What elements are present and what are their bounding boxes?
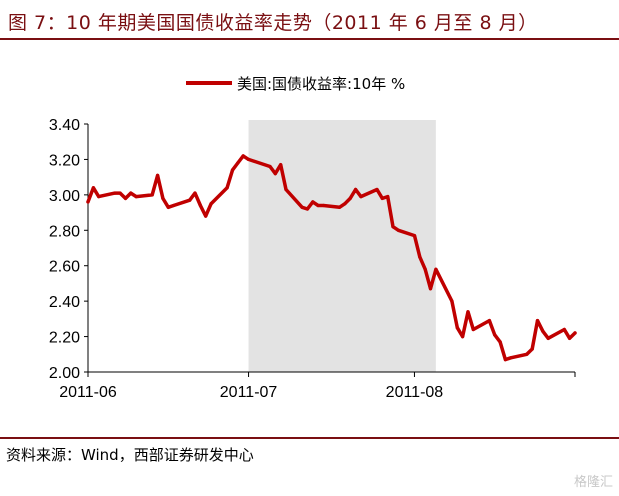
- data-point: [562, 327, 566, 332]
- data-point: [541, 329, 545, 333]
- shaded-region: [248, 120, 436, 372]
- data-point: [535, 319, 540, 323]
- legend: 美国:国债收益率:10年 %: [186, 75, 405, 93]
- source-note: 资料来源：Wind，西部证券研发中心: [6, 446, 254, 464]
- data-point: [573, 331, 577, 335]
- data-point: [166, 205, 170, 209]
- y-tick-label: 2.60: [49, 259, 80, 276]
- y-tick-label: 2.40: [49, 294, 80, 311]
- data-point: [97, 195, 101, 199]
- data-point: [525, 352, 529, 356]
- data-point: [123, 196, 128, 200]
- data-point: [337, 205, 342, 209]
- data-point: [503, 358, 507, 362]
- data-point: [134, 195, 138, 199]
- x-tick-label: 2011-08: [386, 384, 444, 401]
- data-point: [236, 161, 240, 165]
- data-point: [198, 203, 202, 208]
- data-point: [359, 195, 363, 199]
- data-point: [311, 200, 315, 204]
- data-point: [487, 319, 491, 323]
- data-point: [230, 168, 235, 172]
- data-point: [188, 198, 192, 202]
- y-tick-label: 2.80: [49, 223, 80, 240]
- data-point: [348, 196, 352, 200]
- legend-label: 美国:国债收益率:10年 %: [237, 75, 405, 93]
- y-tick-label: 2.00: [49, 365, 80, 382]
- x-tick-label: 2011-07: [220, 384, 278, 401]
- data-point: [321, 203, 326, 208]
- data-point: [204, 214, 208, 218]
- x-tick-label: 2011-06: [59, 384, 117, 401]
- series-layer: [86, 154, 577, 362]
- source-divider: [0, 437, 619, 439]
- data-point: [316, 203, 320, 208]
- data-point: [241, 154, 245, 158]
- data-point: [375, 187, 379, 192]
- data-point: [86, 200, 90, 204]
- data-point: [225, 186, 229, 190]
- data-point: [396, 228, 400, 232]
- shade-rect: [248, 120, 436, 372]
- data-point: [418, 255, 422, 259]
- data-point: [434, 267, 438, 271]
- data-point: [279, 163, 283, 167]
- data-point: [118, 191, 122, 195]
- data-point: [172, 203, 176, 208]
- axes: 2.00 2.20 2.40 2.60 2.80 3.00 3.20 3.40 2011-06 2…: [49, 117, 576, 401]
- data-point: [455, 326, 459, 330]
- data-point: [412, 234, 417, 238]
- data-point: [129, 191, 133, 195]
- data-point: [284, 187, 288, 192]
- watermark: 格隆汇: [573, 475, 613, 490]
- y-tick-label: 2.20: [49, 330, 80, 347]
- figure-title: 图 7：10 年期美国国债收益率走势（2011 年 6 月至 8 月）: [8, 12, 538, 34]
- data-point: [391, 225, 395, 229]
- data-point: [161, 196, 165, 200]
- data-point: [428, 287, 433, 291]
- title-divider: [0, 38, 619, 40]
- data-point: [380, 196, 384, 200]
- data-point: [300, 205, 304, 209]
- y-tick-label: 3.40: [49, 117, 80, 134]
- data-point: [461, 335, 465, 339]
- data-point: [156, 173, 160, 177]
- data-point: [530, 347, 534, 351]
- data-point: [354, 187, 358, 192]
- data-point: [493, 333, 497, 337]
- data-point: [268, 164, 272, 169]
- data-point: [386, 195, 390, 199]
- data-point: [273, 172, 277, 176]
- data-point: [546, 336, 550, 340]
- data-point: [466, 310, 470, 314]
- data-point: [343, 202, 347, 206]
- data-point: [246, 157, 251, 161]
- data-point: [471, 327, 475, 332]
- data-point: [209, 202, 213, 206]
- data-point: [193, 191, 197, 195]
- data-point: [423, 267, 427, 271]
- y-tick-label: 3.00: [49, 188, 80, 205]
- data-point: [150, 193, 154, 197]
- data-point: [450, 299, 454, 303]
- y-tick-label: 3.20: [49, 152, 80, 169]
- data-point: [91, 186, 95, 190]
- data-point: [568, 336, 572, 340]
- data-point: [509, 356, 513, 360]
- data-point: [113, 191, 117, 195]
- data-point: [305, 207, 309, 211]
- data-point: [498, 340, 502, 344]
